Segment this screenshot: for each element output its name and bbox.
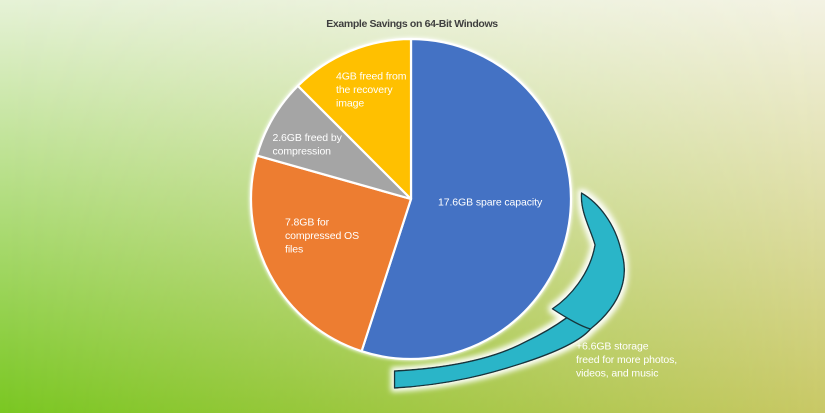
svg-text:17.6GB spare capacity: 17.6GB spare capacity: [438, 197, 543, 209]
svg-text:4GB freed from: 4GB freed from: [336, 71, 407, 83]
svg-text:compression: compression: [273, 146, 332, 158]
svg-text:the recovery: the recovery: [336, 84, 393, 96]
svg-text:videos, and music: videos, and music: [576, 368, 658, 380]
svg-text:compressed OS: compressed OS: [285, 230, 359, 242]
svg-text:freed for more photos,: freed for more photos,: [576, 354, 677, 366]
svg-text:files: files: [285, 244, 303, 256]
svg-text:image: image: [336, 98, 364, 110]
svg-text:2.6GB freed by: 2.6GB freed by: [273, 132, 343, 144]
svg-text:7.8GB for: 7.8GB for: [285, 217, 330, 229]
svg-text:+6.6GB storage: +6.6GB storage: [576, 341, 649, 353]
svg-text:Example Savings on 64-Bit Wind: Example Savings on 64-Bit Windows: [326, 18, 498, 30]
